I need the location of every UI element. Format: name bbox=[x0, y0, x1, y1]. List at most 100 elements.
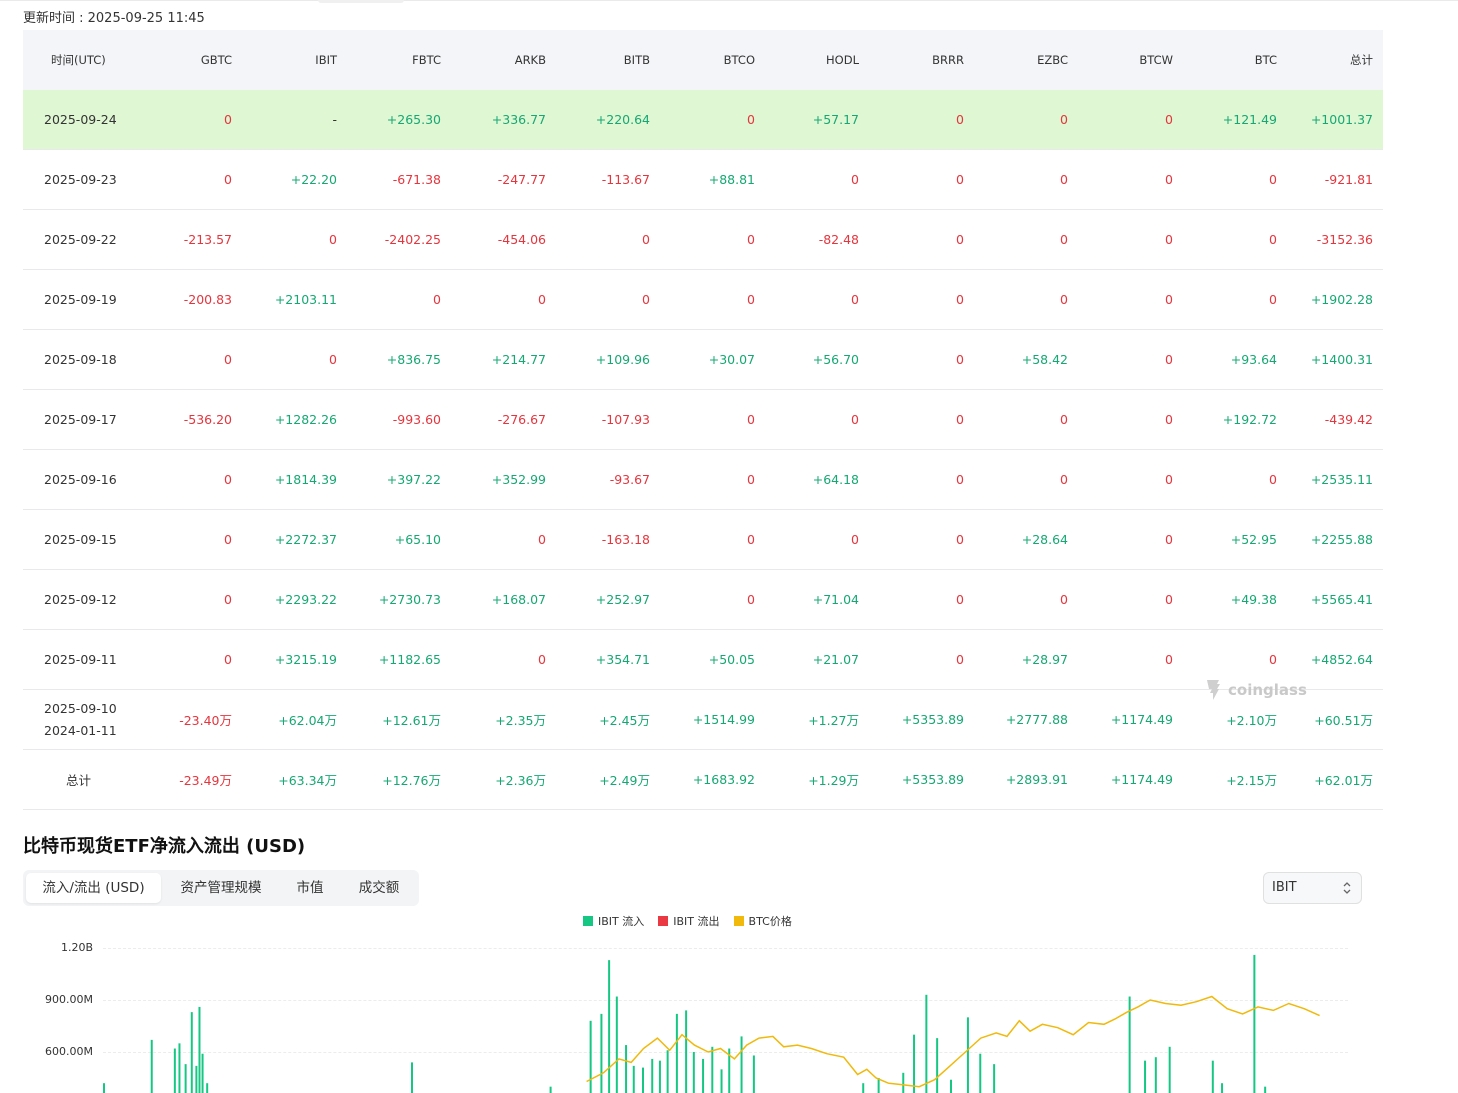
inflow-bar[interactable] bbox=[600, 1013, 603, 1093]
inflow-bar[interactable] bbox=[173, 1048, 176, 1093]
value-cell: 0 bbox=[138, 509, 242, 570]
inflow-bar[interactable] bbox=[720, 1069, 723, 1093]
value-cell: 0 bbox=[451, 509, 556, 570]
value-cell: 0 bbox=[660, 269, 765, 330]
tab-market-cap[interactable]: 市值 bbox=[296, 880, 324, 896]
column-header: 总计 bbox=[1287, 30, 1383, 90]
inflow-bar[interactable] bbox=[862, 1083, 865, 1093]
inflow-bar[interactable] bbox=[411, 1062, 413, 1093]
value-cell: 0 bbox=[1078, 149, 1183, 210]
inflow-bar[interactable] bbox=[1168, 1046, 1171, 1093]
inflow-bar[interactable] bbox=[925, 994, 928, 1093]
inflow-bar[interactable] bbox=[1128, 996, 1131, 1093]
inflow-bar[interactable] bbox=[752, 1055, 755, 1093]
value-cell: 0 bbox=[1078, 629, 1183, 690]
value-cell: 0 bbox=[974, 149, 1078, 210]
column-header: GBTC bbox=[138, 30, 242, 90]
inflow-bar[interactable] bbox=[1144, 1060, 1147, 1093]
inflow-bar[interactable] bbox=[184, 1064, 187, 1093]
value-cell: +2893.91 bbox=[974, 749, 1078, 810]
inflow-bar[interactable] bbox=[979, 1053, 982, 1093]
value-cell: +2535.11 bbox=[1287, 449, 1383, 510]
inflow-bar[interactable] bbox=[1221, 1083, 1224, 1093]
inflow-bar[interactable] bbox=[1264, 1086, 1267, 1093]
gridline-1 bbox=[103, 948, 1348, 949]
inflow-bar[interactable] bbox=[198, 1006, 201, 1093]
inflow-bar[interactable] bbox=[651, 1058, 654, 1093]
inflow-bar[interactable] bbox=[632, 1065, 635, 1093]
inflow-bar[interactable] bbox=[685, 1010, 688, 1093]
value-cell: 0 bbox=[974, 569, 1078, 630]
inflow-bar[interactable] bbox=[615, 996, 618, 1093]
tab-aum[interactable]: 资产管理规模 bbox=[180, 880, 262, 896]
inflow-bar[interactable] bbox=[711, 1046, 714, 1093]
value-cell: +2293.22 bbox=[242, 569, 347, 630]
value-cell: 0 bbox=[1183, 269, 1287, 330]
tab-volume[interactable]: 成交额 bbox=[358, 880, 400, 896]
inflow-bar[interactable] bbox=[625, 1045, 628, 1093]
value-cell: +50.05 bbox=[660, 629, 765, 690]
inflow-bar[interactable] bbox=[993, 1064, 996, 1093]
inflow-bar[interactable] bbox=[913, 1034, 916, 1093]
table-row: 2025-09-23 0 +22.20 -671.38 -247.77 -113.67 +8… bbox=[23, 149, 1383, 210]
inflow-bar[interactable] bbox=[675, 1013, 678, 1093]
value-cell: +2777.88 bbox=[974, 689, 1078, 750]
date-range-start: 2025-09-10 bbox=[44, 700, 117, 716]
inflow-bar[interactable] bbox=[178, 1043, 181, 1093]
inflow-bar[interactable] bbox=[702, 1058, 705, 1093]
value-cell: +5353.89 bbox=[869, 749, 974, 810]
value-cell: +265.30 bbox=[347, 90, 451, 150]
legend-outflow[interactable]: IBIT 流出 bbox=[658, 913, 720, 929]
value-cell: +22.20 bbox=[242, 149, 347, 210]
inflow-bar[interactable] bbox=[950, 1079, 952, 1093]
inflow-bar[interactable] bbox=[195, 1065, 198, 1093]
inflow-bar[interactable] bbox=[877, 1078, 880, 1093]
value-cell: 0 bbox=[869, 149, 974, 210]
value-cell: +336.77 bbox=[451, 90, 556, 150]
table-row: 2025-09-24 0- +265.30 +336.77 +220.64 0 +57.17… bbox=[23, 90, 1383, 150]
inflow-bar[interactable] bbox=[1211, 1060, 1214, 1093]
inflow-bar[interactable] bbox=[549, 1086, 552, 1093]
inflow-bar[interactable] bbox=[150, 1039, 153, 1093]
legend-inflow[interactable]: IBIT 流入 bbox=[583, 913, 644, 929]
inflow-bar[interactable] bbox=[902, 1072, 905, 1093]
inflow-bar[interactable] bbox=[966, 1017, 969, 1093]
value-cell: 0 bbox=[138, 329, 242, 390]
btc-price-line[interactable] bbox=[586, 995, 1320, 1088]
value-cell: +2255.88 bbox=[1287, 509, 1383, 570]
inflow-bar[interactable] bbox=[692, 1052, 695, 1093]
value-cell: 0 bbox=[556, 269, 660, 330]
tab-inflow-outflow[interactable]: 流入/流出 (USD) bbox=[26, 873, 161, 903]
inflow-bar[interactable] bbox=[642, 1067, 644, 1093]
inflow-bar[interactable] bbox=[740, 1036, 743, 1093]
inflow-bar[interactable] bbox=[936, 1038, 939, 1093]
value-cell: +12.61万 bbox=[347, 689, 451, 750]
inflow-bar[interactable] bbox=[608, 960, 611, 1093]
date-cell: 2025-09-24 bbox=[23, 90, 138, 150]
column-header: BRRR bbox=[869, 30, 974, 90]
value-cell: +52.95 bbox=[1183, 509, 1287, 570]
date-range-end: 2024-01-11 bbox=[44, 722, 117, 738]
inflow-bar[interactable] bbox=[201, 1053, 204, 1093]
etf-select[interactable]: IBIT bbox=[1263, 872, 1362, 904]
value-cell: 0 bbox=[660, 90, 765, 150]
inflow-bar[interactable] bbox=[190, 1012, 193, 1093]
inflow-bar[interactable] bbox=[103, 1083, 105, 1093]
inflow-bar[interactable] bbox=[666, 1050, 669, 1093]
inflow-bar[interactable] bbox=[1154, 1057, 1157, 1093]
value-cell: +352.99 bbox=[451, 449, 556, 510]
inflow-bar[interactable] bbox=[206, 1083, 209, 1093]
value-cell: 0 bbox=[1078, 509, 1183, 570]
top-divider bbox=[0, 0, 1458, 1]
value-cell: +4852.64 bbox=[1287, 629, 1383, 690]
inflow-bar[interactable] bbox=[1253, 954, 1256, 1093]
inflow-bar[interactable] bbox=[728, 1048, 731, 1093]
update-time: 更新时间 : 2025-09-25 11:45 bbox=[23, 11, 205, 26]
inflow-bar[interactable] bbox=[658, 1060, 661, 1093]
value-cell: 0 bbox=[765, 269, 869, 330]
value-cell: +121.49 bbox=[1183, 90, 1287, 150]
value-cell: 0 bbox=[1183, 149, 1287, 210]
value-cell: +63.34万 bbox=[242, 749, 347, 810]
legend-btc-price[interactable]: BTC价格 bbox=[733, 913, 792, 929]
inflow-bar[interactable] bbox=[589, 1020, 592, 1093]
